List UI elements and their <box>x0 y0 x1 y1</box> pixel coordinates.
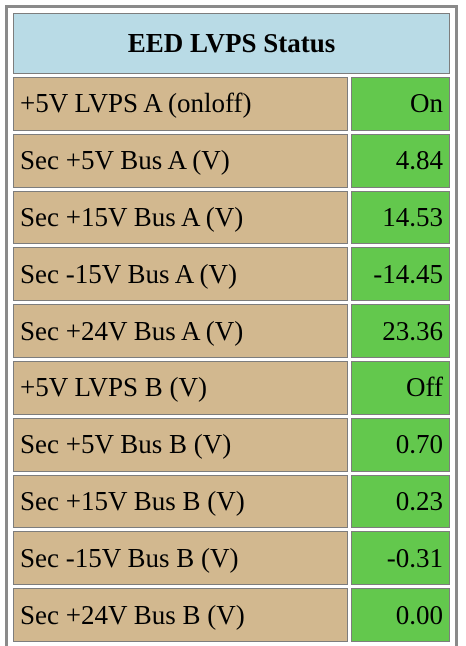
status-row-15v-bus-b: Sec +15V Bus B (V) 0.23 <box>13 474 450 529</box>
status-value: -14.45 <box>351 247 450 302</box>
status-row-neg15v-bus-a: Sec -15V Bus A (V) -14.45 <box>13 247 450 302</box>
status-row-5v-bus-a: Sec +5V Bus A (V) 4.84 <box>13 133 450 188</box>
status-label: Sec +5V Bus B (V) <box>13 417 348 472</box>
status-row-24v-bus-b: Sec +24V Bus B (V) 0.00 <box>13 588 450 642</box>
status-label: Sec +15V Bus B (V) <box>13 474 348 529</box>
status-value: 0.00 <box>351 588 450 642</box>
status-value: On <box>351 77 450 131</box>
status-row-5v-bus-b: Sec +5V Bus B (V) 0.70 <box>13 417 450 472</box>
status-row-lvps-b: +5V LVPS B (V) Off <box>13 360 450 415</box>
status-label: Sec -15V Bus A (V) <box>13 247 348 302</box>
status-label: Sec +24V Bus A (V) <box>13 304 348 358</box>
status-value: -0.31 <box>351 531 450 586</box>
status-table: +5V LVPS A (onloff) On Sec +5V Bus A (V)… <box>13 77 450 645</box>
status-value: Off <box>351 360 450 415</box>
panel-title: EED LVPS Status <box>13 13 450 74</box>
lvps-status-panel: EED LVPS Status +5V LVPS A (onloff) On S… <box>5 5 458 646</box>
status-label: Sec +15V Bus A (V) <box>13 190 348 245</box>
status-label: Sec +24V Bus B (V) <box>13 588 348 642</box>
status-row-15v-bus-a: Sec +15V Bus A (V) 14.53 <box>13 190 450 245</box>
status-label: Sec -15V Bus B (V) <box>13 531 348 586</box>
status-label: Sec +5V Bus A (V) <box>13 133 348 188</box>
status-value: 0.23 <box>351 474 450 529</box>
status-value: 4.84 <box>351 133 450 188</box>
status-value: 23.36 <box>351 304 450 358</box>
status-label: +5V LVPS A (onloff) <box>13 77 348 131</box>
status-row-lvps-a: +5V LVPS A (onloff) On <box>13 77 450 131</box>
status-row-neg15v-bus-b: Sec -15V Bus B (V) -0.31 <box>13 531 450 586</box>
status-value: 0.70 <box>351 417 450 472</box>
status-value: 14.53 <box>351 190 450 245</box>
status-label: +5V LVPS B (V) <box>13 360 348 415</box>
status-row-24v-bus-a: Sec +24V Bus A (V) 23.36 <box>13 304 450 358</box>
